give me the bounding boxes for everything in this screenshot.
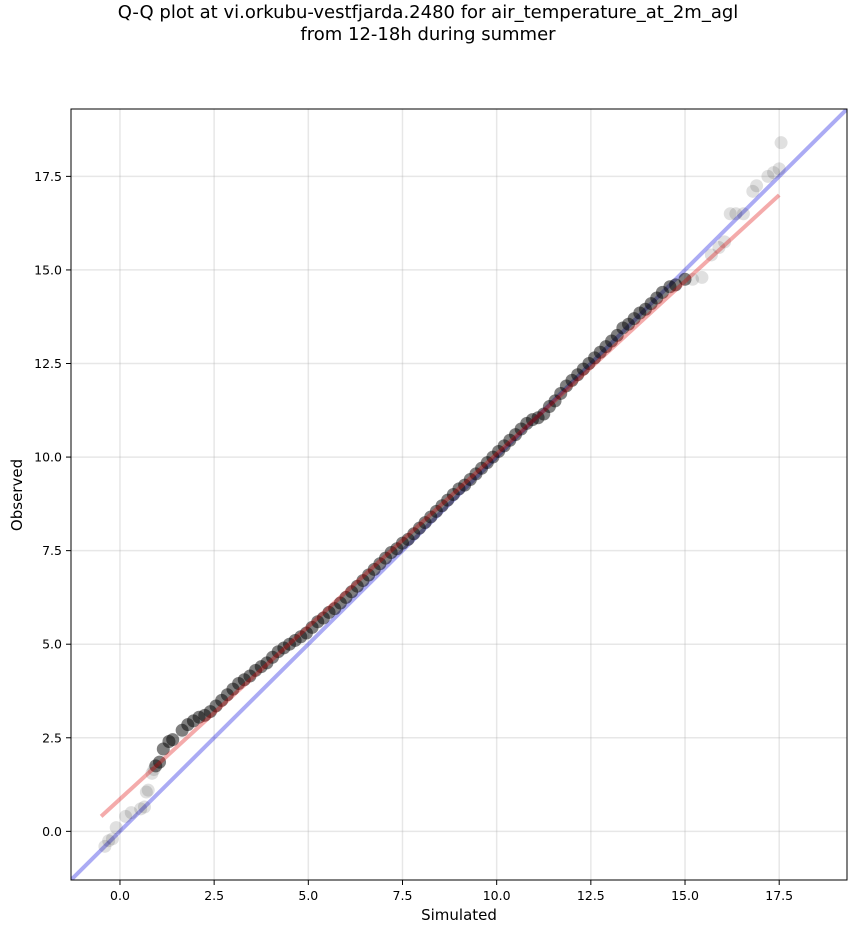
qq-point	[119, 809, 133, 823]
fit-line	[99, 193, 781, 818]
qq-point	[736, 207, 750, 221]
qq-point	[746, 184, 760, 198]
qq-point	[134, 802, 148, 816]
qq-point	[767, 166, 781, 180]
x-tick-label: 2.5	[204, 888, 224, 903]
qq-point	[712, 240, 726, 254]
qq-point	[124, 806, 138, 820]
y-tick-label: 0.0	[42, 824, 62, 839]
grid-lines	[71, 109, 847, 880]
x-tick-label: 0.0	[110, 888, 130, 903]
qq-point	[704, 248, 718, 262]
qq-point	[139, 785, 153, 799]
y-axis: 0.0 2.5 5.0 7.5 10.0 12.5 15.0 17.5	[34, 169, 71, 839]
qq-point	[723, 207, 737, 221]
chart-title-line-1: Q-Q plot at vi.orkubu-vestfjarda.2480 fo…	[117, 2, 739, 23]
qq-point	[750, 179, 764, 193]
y-tick-label: 10.0	[34, 450, 62, 465]
x-axis-label: Simulated	[421, 906, 497, 924]
chart-title-line-2: from 12-18h during summer	[300, 24, 556, 45]
qq-point	[669, 278, 683, 292]
chart-title: Q-Q plot at vi.orkubu-vestfjarda.2480 fo…	[0, 2, 856, 46]
qq-point	[761, 169, 775, 183]
x-tick-label: 15.0	[671, 888, 699, 903]
qq-point	[137, 800, 151, 814]
qq-point	[109, 821, 123, 835]
x-tick-label: 17.5	[765, 888, 793, 903]
y-tick-label: 7.5	[42, 543, 62, 558]
plot-frame	[70, 108, 848, 881]
y-tick-label: 17.5	[34, 169, 62, 184]
qq-point	[772, 162, 786, 176]
x-tick-label: 10.0	[483, 888, 511, 903]
qq-point	[686, 272, 700, 286]
qq-point	[105, 832, 119, 846]
qq-point	[153, 755, 167, 769]
y-tick-label: 2.5	[42, 730, 62, 745]
y-tick-label: 5.0	[42, 637, 62, 652]
data-layer	[71, 109, 847, 880]
y-tick-label: 15.0	[34, 262, 62, 277]
qq-point	[141, 783, 155, 797]
qq-point	[774, 136, 788, 150]
y-axis-label: Observed	[8, 459, 26, 531]
x-tick-label: 12.5	[577, 888, 605, 903]
x-tick-label: 7.5	[393, 888, 413, 903]
x-tick-label: 5.0	[298, 888, 318, 903]
qq-point	[695, 270, 709, 284]
qq-point	[102, 834, 116, 848]
qq-point	[678, 272, 692, 286]
qq-point	[98, 839, 112, 853]
qq-point	[166, 733, 180, 747]
qq-point	[729, 207, 743, 221]
y-tick-label: 12.5	[34, 356, 62, 371]
x-axis: 0.0 2.5 5.0 7.5 10.0 12.5 15.0 17.5	[110, 880, 793, 903]
qq-point	[718, 235, 732, 249]
